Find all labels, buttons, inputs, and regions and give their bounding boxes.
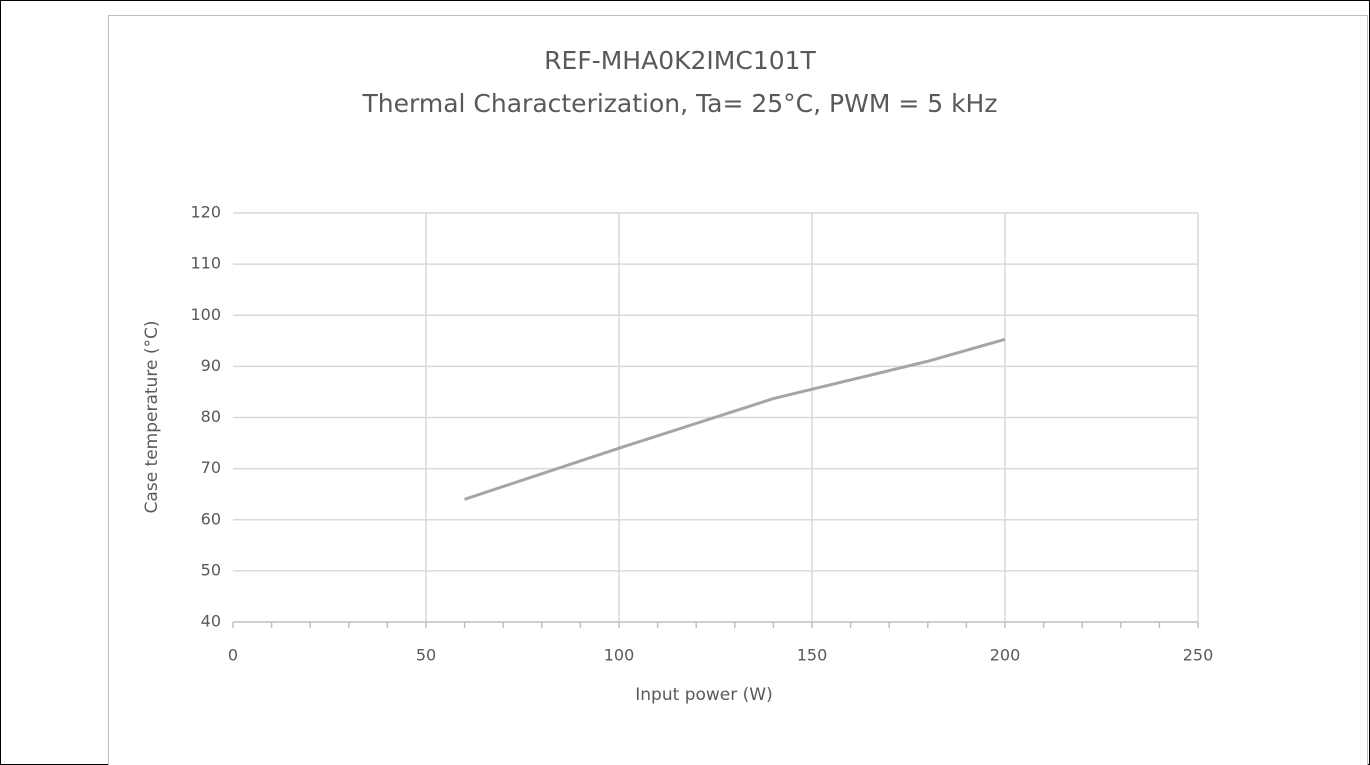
chart-frame <box>108 15 1368 765</box>
y-tick-label: 90 <box>201 356 221 375</box>
x-tick-label: 0 <box>228 646 238 665</box>
y-tick-label: 120 <box>190 203 221 222</box>
x-axis-label: Input power (W) <box>635 685 772 705</box>
y-tick-label: 110 <box>190 254 221 273</box>
y-tick-label: 80 <box>201 407 221 426</box>
y-axis-label: Case temperature (°C) <box>142 321 162 514</box>
chart-subtitle: Thermal Characterization, Ta= 25°C, PWM … <box>362 89 998 118</box>
x-tick-label: 150 <box>797 646 828 665</box>
y-tick-label: 60 <box>201 509 221 528</box>
data-line <box>464 337 1006 501</box>
x-tick-label: 100 <box>604 646 635 665</box>
y-tick-label: 40 <box>201 612 221 631</box>
x-tick-label: 50 <box>416 646 436 665</box>
y-tick-label: 70 <box>201 458 221 477</box>
y-tick-label: 100 <box>190 305 221 324</box>
x-tick-label: 200 <box>990 646 1021 665</box>
x-tick-label: 250 <box>1183 646 1214 665</box>
y-tick-label: 50 <box>201 560 221 579</box>
chart-title: REF-MHA0K2IMC101T <box>544 46 816 75</box>
